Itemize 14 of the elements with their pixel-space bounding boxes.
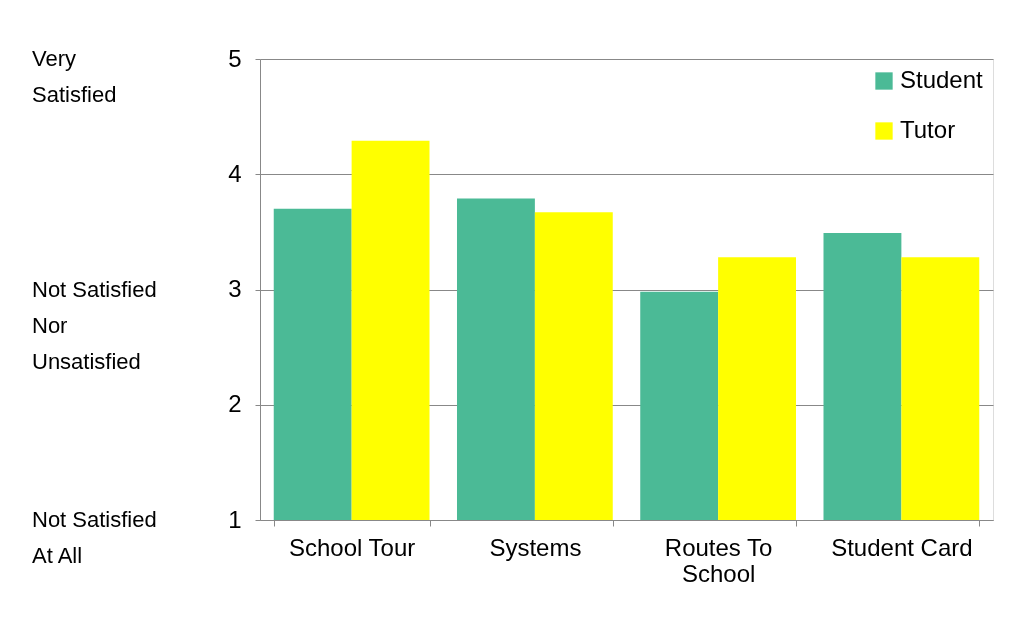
text: Very Satisfied [32,46,117,107]
legend-label: Tutor [900,116,956,143]
legend-label: Student [900,66,984,93]
y-tick-label: 3 [228,275,242,302]
x-tick-label: Routes To School [664,533,773,587]
y-tick-label: 5 [228,44,242,72]
y-tick-label: 4 [228,159,242,187]
x-tick-label: Student Card [831,533,973,561]
text: Not Satisfied Nor Unsatisfied [32,276,157,374]
x-tick-label: Systems [489,533,582,561]
x-tick-label: School Tour [288,533,416,561]
y-tick-label: 2 [228,390,242,418]
text: Not Satisfied At All [32,507,157,568]
y-tick-label: 1 [228,505,242,533]
